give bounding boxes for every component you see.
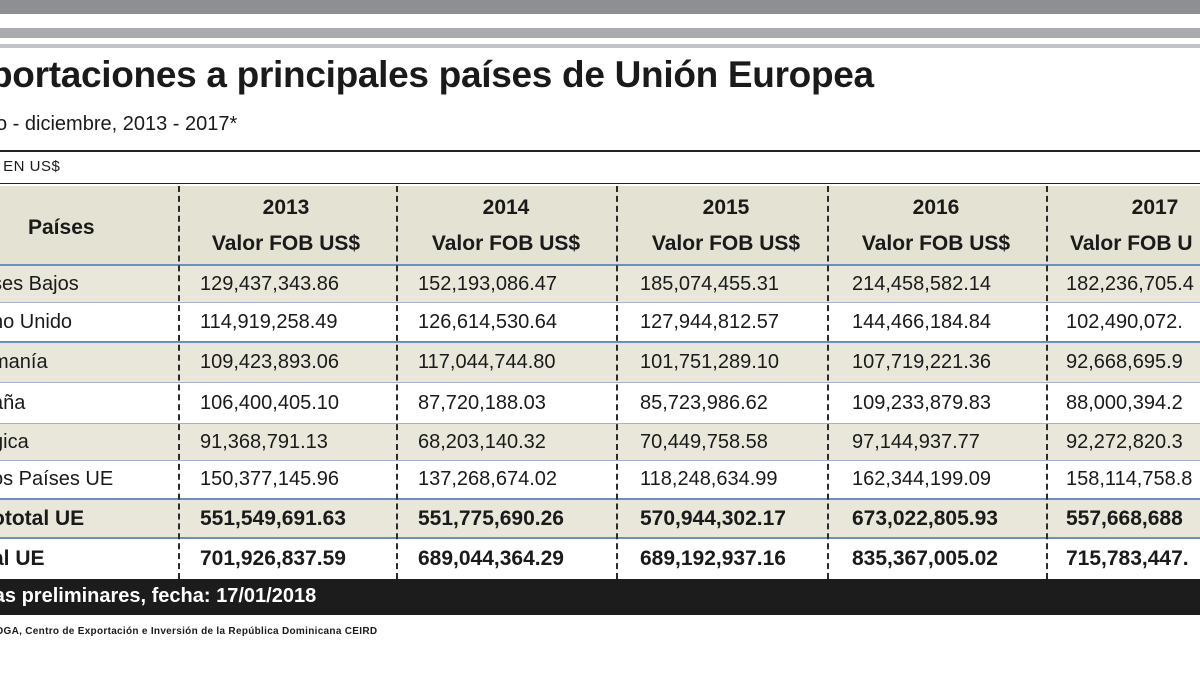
table-header-row: Países 2013 Valor FOB US$ 2014 Valor FOB… bbox=[0, 186, 1200, 264]
row-divider bbox=[0, 537, 1200, 539]
value-cell: 129,437,343.86 bbox=[200, 272, 340, 295]
value-cell: 144,466,184.84 bbox=[852, 310, 992, 333]
divider bbox=[0, 183, 1200, 184]
value-cell: 87,720,188.03 bbox=[418, 391, 546, 414]
country-cell: aña bbox=[0, 391, 26, 414]
divider bbox=[0, 150, 1200, 152]
country-cell: no Unido bbox=[0, 310, 73, 333]
column-header-year: 2015 bbox=[702, 196, 750, 219]
column-header-label: Valor FOB US$ bbox=[211, 232, 361, 255]
source-text: DGA, Centro de Exportación e Inversión d… bbox=[0, 626, 378, 637]
row-divider bbox=[0, 341, 1200, 343]
country-cell: gica bbox=[0, 430, 29, 453]
table-row: ses Bajos 129,437,343.86 152,193,086.47 … bbox=[0, 266, 1200, 302]
total-row: al UE 701,926,837.59 689,044,364.29 689,… bbox=[0, 539, 1200, 579]
column-separator bbox=[827, 186, 829, 579]
column-header-label: Valor FOB US$ bbox=[861, 232, 1011, 255]
value-cell: 701,926,837.59 bbox=[200, 547, 346, 570]
value-cell: 85,723,986.62 bbox=[640, 391, 768, 414]
value-cell: 97,144,937.77 bbox=[852, 430, 980, 453]
value-cell: 68,203,140.32 bbox=[418, 430, 546, 453]
value-cell: 150,377,145.96 bbox=[200, 468, 340, 490]
country-cell: ses Bajos bbox=[0, 272, 79, 295]
value-cell: 551,549,691.63 bbox=[200, 506, 346, 530]
table-row: manía 109,423,893.06 117,044,744.80 101,… bbox=[0, 343, 1200, 382]
value-cell: 127,944,812.57 bbox=[640, 310, 780, 333]
column-header-paises: Países bbox=[28, 216, 95, 239]
value-cell: 715,783,447. bbox=[1066, 547, 1189, 570]
column-header-label: Valor FOB US$ bbox=[651, 232, 801, 255]
value-cell: 570,944,302.17 bbox=[640, 506, 786, 530]
page-title: portaciones a principales países de Unió… bbox=[0, 54, 874, 95]
value-cell: 109,233,879.83 bbox=[852, 391, 992, 414]
value-cell: 109,423,893.06 bbox=[200, 351, 340, 373]
value-cell: 102,490,072. bbox=[1066, 310, 1183, 333]
column-header-year: 2013 bbox=[262, 196, 310, 219]
footnote-bar: ras preliminares, fecha: 17/01/2018 bbox=[0, 579, 1200, 615]
row-divider bbox=[0, 423, 1200, 424]
footnote-text: ras preliminares, fecha: 17/01/2018 bbox=[0, 585, 317, 607]
column-header-label: Valor FOB US$ bbox=[431, 232, 581, 255]
column-header-year: 2017 bbox=[1131, 196, 1179, 219]
column-header-year: 2014 bbox=[482, 196, 530, 219]
column-separator bbox=[178, 186, 180, 579]
value-cell: 557,668,688 bbox=[1066, 506, 1183, 530]
value-cell: 137,268,674.02 bbox=[418, 468, 558, 490]
value-cell: 107,719,221.36 bbox=[852, 351, 992, 373]
column-header-year: 2016 bbox=[912, 196, 960, 219]
table-row: no Unido 114,919,258.49 126,614,530.64 1… bbox=[0, 303, 1200, 341]
column-separator bbox=[396, 186, 398, 579]
table-row: gica 91,368,791.13 68,203,140.32 70,449,… bbox=[0, 424, 1200, 460]
value-cell: 185,074,455.31 bbox=[640, 272, 780, 295]
row-divider bbox=[0, 302, 1200, 303]
value-cell: 92,272,820.3 bbox=[1066, 430, 1183, 453]
value-cell: 835,367,005.02 bbox=[852, 547, 998, 570]
row-divider bbox=[0, 498, 1200, 500]
value-cell: 182,236,705.4 bbox=[1066, 272, 1194, 295]
top-gray-band bbox=[0, 0, 1200, 14]
country-cell: manía bbox=[0, 351, 48, 373]
value-cell: 673,022,805.93 bbox=[852, 506, 998, 530]
table-row: os Países UE 150,377,145.96 137,268,674.… bbox=[0, 461, 1200, 498]
country-cell: al UE bbox=[0, 547, 45, 570]
country-cell: os Países UE bbox=[0, 468, 114, 490]
column-separator bbox=[1046, 186, 1048, 579]
value-cell: 118,248,634.99 bbox=[640, 468, 778, 490]
header-underline bbox=[0, 264, 1200, 266]
page-subtitle: o - diciembre, 2013 - 2017* bbox=[0, 113, 238, 135]
value-cell: 92,668,695.9 bbox=[1066, 351, 1183, 373]
column-header-label: Valor FOB U bbox=[1070, 232, 1193, 255]
value-cell: 689,044,364.29 bbox=[418, 547, 564, 570]
value-cell: 158,114,758.8 bbox=[1066, 468, 1193, 490]
row-divider bbox=[0, 460, 1200, 461]
value-cell: 88,000,394.2 bbox=[1066, 391, 1183, 414]
top-gray-band-3 bbox=[0, 44, 1200, 48]
units-label: S EN US$ bbox=[0, 158, 61, 175]
value-cell: 214,458,582.14 bbox=[852, 272, 992, 295]
value-cell: 117,044,744.80 bbox=[418, 351, 556, 373]
row-divider bbox=[0, 382, 1200, 383]
top-gray-band-2 bbox=[0, 28, 1200, 38]
value-cell: 551,775,690.26 bbox=[418, 506, 564, 530]
value-cell: 126,614,530.64 bbox=[418, 310, 558, 333]
value-cell: 114,919,258.49 bbox=[200, 310, 338, 333]
value-cell: 152,193,086.47 bbox=[418, 272, 558, 295]
table-row: aña 106,400,405.10 87,720,188.03 85,723,… bbox=[0, 383, 1200, 423]
value-cell: 70,449,758.58 bbox=[640, 430, 768, 453]
value-cell: 689,192,937.16 bbox=[640, 547, 786, 570]
value-cell: 101,751,289.10 bbox=[640, 351, 780, 373]
column-separator bbox=[616, 186, 618, 579]
subtotal-row: ototal UE 551,549,691.63 551,775,690.26 … bbox=[0, 500, 1200, 537]
value-cell: 91,368,791.13 bbox=[200, 430, 328, 453]
value-cell: 106,400,405.10 bbox=[200, 391, 340, 414]
country-cell: ototal UE bbox=[0, 506, 85, 530]
value-cell: 162,344,199.09 bbox=[852, 468, 992, 490]
